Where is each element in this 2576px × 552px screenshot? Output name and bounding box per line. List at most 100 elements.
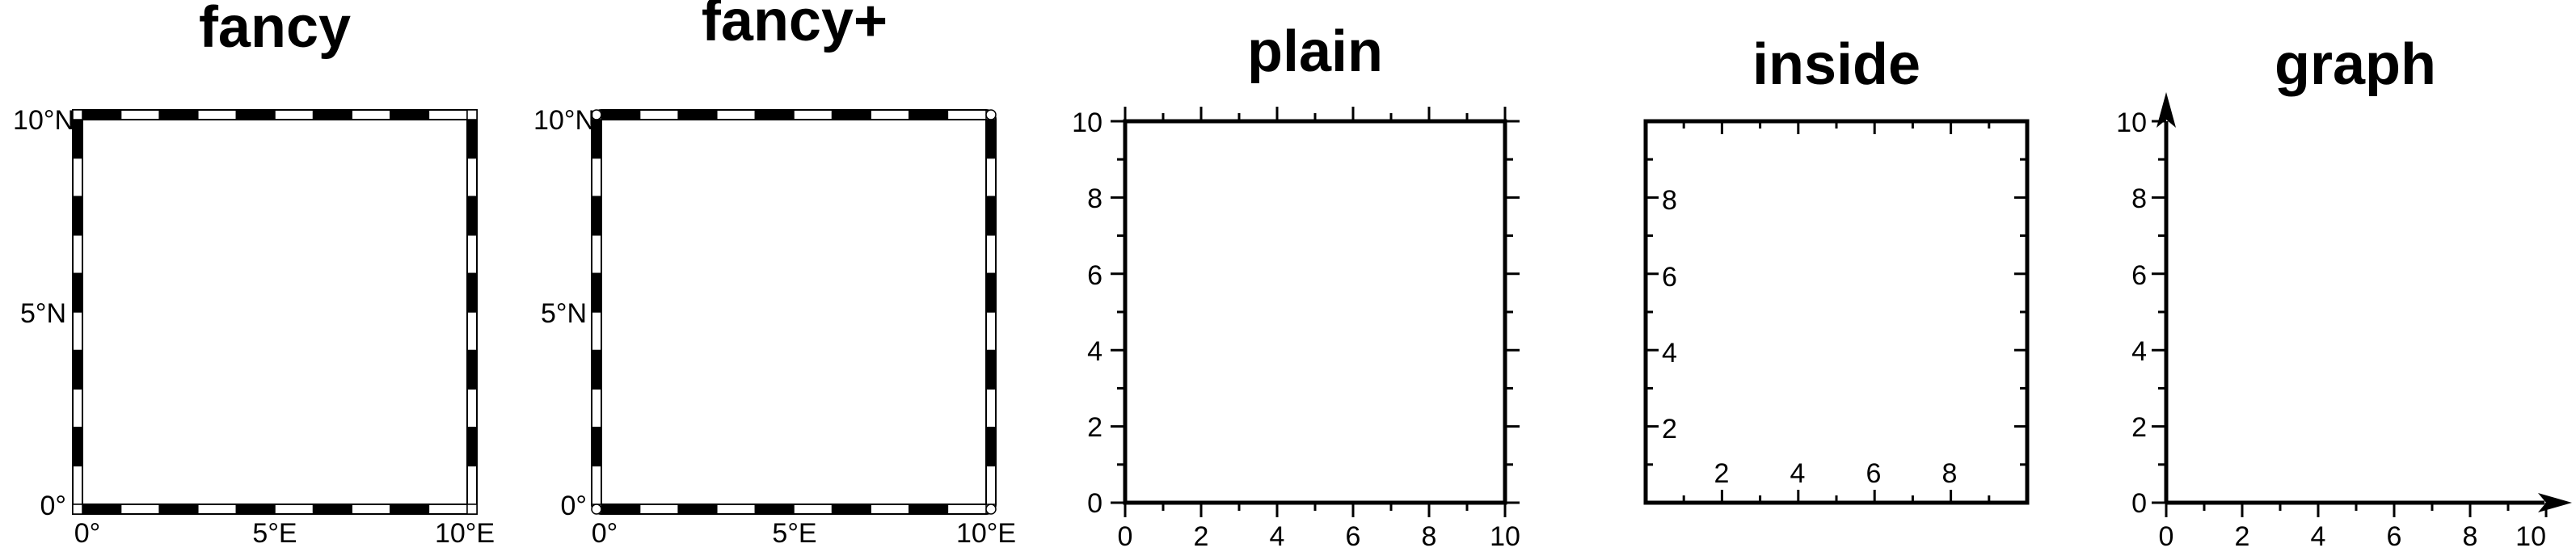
panel-title-inside: inside [1752, 32, 1920, 97]
y-label-2: 2 [2131, 412, 2147, 443]
y-label-6: 6 [1662, 262, 1677, 293]
x-label-8: 8 [1422, 521, 1437, 548]
frame-band-top [312, 109, 352, 120]
frame-band-left [72, 349, 83, 390]
frame-band-top [82, 109, 122, 120]
frame-band-right [466, 272, 478, 313]
frame-band-right [985, 272, 997, 313]
frame-band-top [158, 109, 199, 120]
frame-band-top [120, 109, 160, 120]
frame-corner [466, 504, 478, 515]
frame-band-top [197, 109, 238, 120]
x-label-0: 0° [74, 518, 101, 548]
x-label-2: 2 [1714, 458, 1730, 489]
x-label-2: 2 [1194, 521, 1209, 548]
frame-band-top [428, 109, 468, 120]
frame-band-left [72, 465, 83, 505]
fancy-plus-frame-border [591, 109, 997, 515]
inside-ticks [1646, 121, 2027, 503]
x-label-0: 0° [592, 518, 618, 548]
frame-band-bottom [235, 504, 276, 515]
y-label-6: 6 [1087, 260, 1102, 291]
graph-ticks [2152, 120, 2548, 517]
frame-band-bottom [390, 504, 430, 515]
frame-band-bottom [716, 504, 757, 515]
frame-band-bottom [947, 504, 987, 515]
frame-band-bottom [909, 504, 949, 515]
y-label-10: 10 [2116, 107, 2147, 138]
frame-band-right [466, 388, 478, 428]
frame-band-left [591, 196, 602, 236]
frame-inner-outline [601, 119, 987, 505]
frame-band-bottom [639, 504, 679, 515]
x-label-5E: 5°E [772, 518, 816, 548]
frame-band-top [390, 109, 430, 120]
y-label-10N: 10°N [13, 105, 74, 136]
frame-band-left [591, 388, 602, 428]
frame-band-left [72, 157, 83, 197]
frame-band-right [985, 157, 997, 197]
panel-title-fancy-plus: fancy+ [702, 0, 887, 53]
inside-frame [1643, 119, 2030, 505]
frame-band-left [72, 388, 83, 428]
y-label-0: 0 [2131, 488, 2147, 519]
frame-outer-outline [591, 109, 997, 515]
frame-band-right [466, 427, 478, 467]
frame-band-top [831, 109, 871, 120]
y-label-2: 2 [1662, 414, 1677, 445]
y-label-8: 8 [1662, 185, 1677, 216]
y-label-4: 4 [1662, 338, 1677, 369]
panel-inside: inside 8 6 4 2 2 4 6 8 [1643, 32, 2030, 505]
y-label-4: 4 [2131, 336, 2147, 367]
x-label-4: 4 [2311, 521, 2326, 548]
frame-band-right [985, 196, 997, 236]
x-label-6: 6 [2387, 521, 2402, 548]
frame-corner [591, 109, 602, 120]
frame-band-right [466, 349, 478, 390]
x-label-4: 4 [1790, 458, 1806, 489]
x-label-10: 10 [2515, 521, 2546, 548]
frame-band-right [985, 388, 997, 428]
panel-fancy-plus: fancy+ 10°N 5°N 0° 0° 5°E 10°E [533, 0, 1016, 549]
frame-corner [466, 109, 478, 120]
frame-band-bottom [351, 504, 391, 515]
frame-band-right [466, 311, 478, 352]
panel-title-graph: graph [2275, 32, 2436, 97]
frame-band-left [72, 272, 83, 313]
frame-band-left [591, 465, 602, 505]
frame-band-left [72, 196, 83, 236]
frame-corner [985, 504, 997, 515]
y-label-8: 8 [1087, 183, 1102, 214]
y-label-6: 6 [2131, 260, 2147, 291]
frame-band-bottom [197, 504, 238, 515]
y-label-5N: 5°N [20, 298, 66, 329]
frame-band-right [466, 119, 478, 159]
frame-band-bottom [428, 504, 468, 515]
frame-band-top [274, 109, 314, 120]
frame-band-right [985, 465, 997, 505]
panel-fancy: fancy 10°N 5°N 0° 0° 5°E 10°E [13, 0, 495, 549]
frame-band-bottom [158, 504, 199, 515]
y-label-10N: 10°N [533, 105, 595, 136]
frame-band-left [72, 234, 83, 275]
x-label-5E: 5°E [252, 518, 297, 548]
frame-band-bottom [312, 504, 352, 515]
y-axis-arrowhead [2157, 92, 2176, 128]
frame-corner [72, 109, 83, 120]
y-label-2: 2 [1087, 412, 1102, 443]
x-label-6: 6 [1866, 458, 1882, 489]
frame-band-right [985, 349, 997, 390]
y-label-0: 0° [40, 491, 66, 521]
frame-band-top [947, 109, 987, 120]
frame-band-right [985, 311, 997, 352]
frame-band-left [591, 272, 602, 313]
plain-frame [1123, 119, 1507, 505]
x-label-10: 10 [1490, 521, 1520, 548]
frame-band-top [870, 109, 910, 120]
fancy-frame-border [72, 109, 478, 515]
frame-band-right [466, 196, 478, 236]
frame-outer-outline [72, 109, 478, 515]
y-label-5N: 5°N [541, 298, 587, 329]
frame-band-left [72, 427, 83, 467]
